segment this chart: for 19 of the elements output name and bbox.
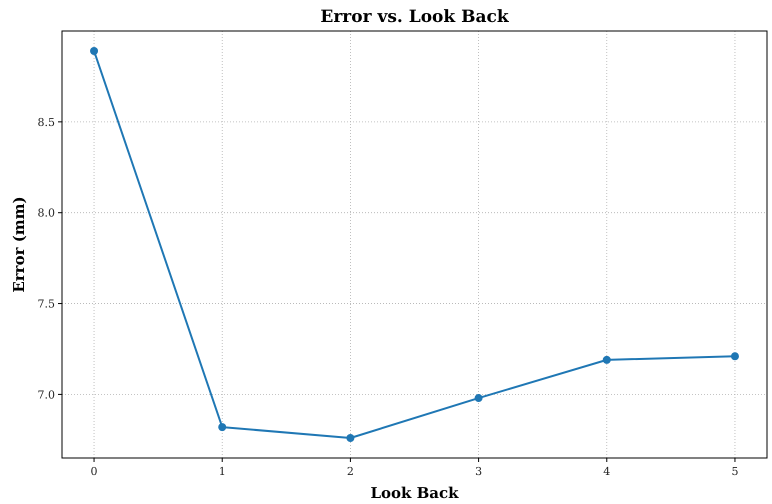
point [474, 394, 483, 402]
point [346, 434, 354, 442]
x-axis-title: Look Back [370, 484, 460, 502]
chart-title: Error vs. Look Back [320, 7, 510, 27]
x-tick-label: 4 [603, 465, 610, 478]
point [90, 46, 98, 55]
y-tick-label: 7.5 [38, 298, 55, 311]
x-tick-label: 0 [90, 465, 98, 478]
x-tick-label: 2 [346, 465, 354, 478]
point [218, 423, 226, 432]
y-axis-title: Error (mm) [10, 196, 28, 293]
x-tick-label: 3 [475, 465, 482, 478]
y-tick-label: 8.5 [38, 116, 55, 129]
y-tick-label: 7.0 [38, 388, 55, 402]
x-tick-label: 5 [731, 465, 738, 478]
point [730, 352, 739, 360]
x-tick-label: 1 [218, 465, 226, 478]
y-tick-label: 8.0 [38, 206, 55, 220]
point [602, 356, 611, 364]
